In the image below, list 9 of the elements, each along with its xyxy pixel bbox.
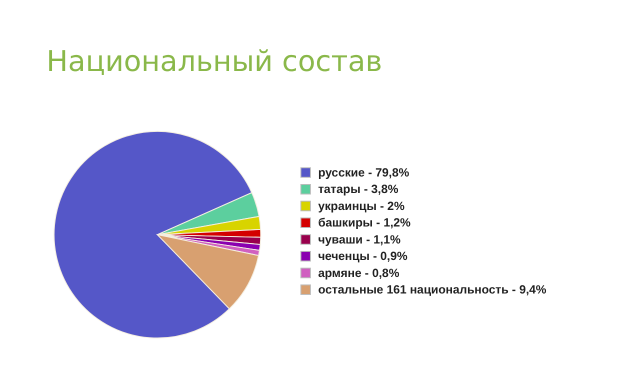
legend-label: русские - 79,8% <box>318 165 410 180</box>
legend-label: татары - 3,8% <box>318 182 399 196</box>
legend-label: башкиры - 1,2% <box>318 216 412 230</box>
legend-label: чеченцы - 0,9% <box>318 249 408 264</box>
legend-label: украинцы - 2% <box>318 198 405 213</box>
chart-title: Национальный состав <box>46 44 382 78</box>
legend-label: чуваши - 1,1% <box>318 232 401 246</box>
legend-label: остальные 161 национальность - 9,4% <box>318 282 547 297</box>
legend-label: армяне - 0,8% <box>318 266 400 280</box>
